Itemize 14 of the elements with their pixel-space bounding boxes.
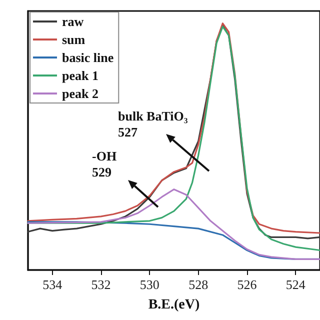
legend-label: raw (62, 14, 84, 29)
x-tick-label: 526 (237, 277, 258, 292)
annotation: -OH 529 (92, 148, 117, 180)
x-tick-label: 528 (188, 277, 208, 292)
x-axis-title: B.E.(eV) (148, 298, 200, 312)
annotation: bulk BaTiO₃ 527 (118, 108, 188, 140)
x-tick-label: 534 (42, 277, 63, 292)
x-tick-label: 532 (91, 277, 111, 292)
legend-label: sum (62, 32, 86, 47)
x-tick-label: 530 (140, 277, 160, 292)
legend-label: basic line (62, 50, 114, 65)
x-tick-label: 524 (286, 277, 306, 292)
legend-label: peak 2 (62, 86, 98, 101)
legend-label: peak 1 (62, 68, 98, 83)
